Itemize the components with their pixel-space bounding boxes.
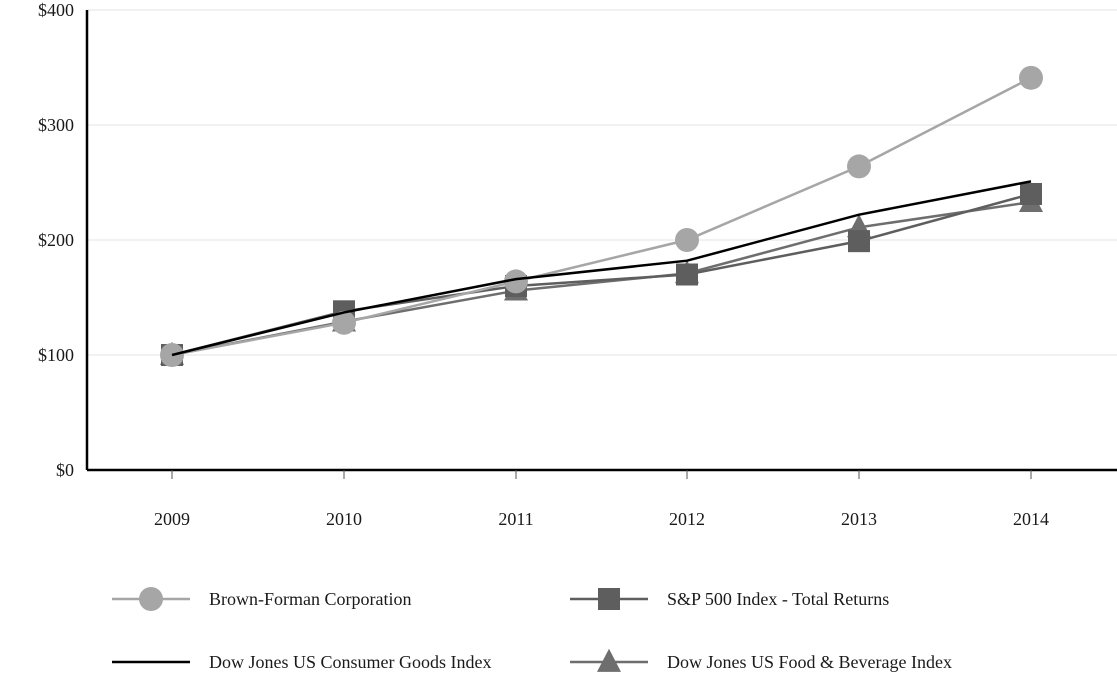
y-tick-labels: $0 $100 $200 $300 $400 bbox=[38, 0, 74, 480]
series-1 bbox=[161, 183, 1042, 366]
series-lines bbox=[160, 65, 1043, 367]
gridlines bbox=[87, 9, 1117, 356]
x-tick-labels: 2009 2010 2011 2012 2013 2014 bbox=[154, 509, 1049, 529]
y-tick-label: $0 bbox=[56, 460, 74, 480]
x-tick-label: 2012 bbox=[669, 509, 705, 529]
x-tick-label: 2013 bbox=[841, 509, 877, 529]
series-0 bbox=[160, 65, 1043, 367]
data-point-circle bbox=[332, 310, 356, 335]
series-line bbox=[171, 180, 1032, 357]
data-point-circle bbox=[1019, 65, 1043, 90]
legend-item: Brown-Forman Corporation bbox=[112, 587, 411, 611]
legend-label: Dow Jones US Consumer Goods Index bbox=[209, 652, 492, 672]
data-point-square bbox=[848, 230, 870, 253]
legend-item: Dow Jones US Food & Beverage Index bbox=[570, 648, 952, 672]
legend-label: Dow Jones US Food & Beverage Index bbox=[667, 652, 952, 672]
data-point-circle bbox=[847, 154, 871, 179]
x-tick-label: 2014 bbox=[1013, 509, 1049, 529]
x-tick-label: 2010 bbox=[326, 509, 362, 529]
x-tick-label: 2009 bbox=[154, 509, 190, 529]
data-point-circle bbox=[504, 269, 528, 294]
legend-marker-circle bbox=[139, 587, 163, 611]
data-point-circle bbox=[675, 228, 699, 252]
y-tick-label: $400 bbox=[38, 0, 74, 20]
y-tick-label: $300 bbox=[38, 115, 74, 135]
y-tick-label: $100 bbox=[38, 345, 74, 365]
legend-item: S&P 500 Index - Total Returns bbox=[570, 588, 889, 610]
series-2 bbox=[171, 180, 1032, 357]
legend: Brown-Forman Corporation S&P 500 Index - … bbox=[112, 587, 952, 672]
legend-label: S&P 500 Index - Total Returns bbox=[667, 589, 889, 609]
legend-item: Dow Jones US Consumer Goods Index bbox=[112, 652, 492, 672]
y-tick-label: $200 bbox=[38, 230, 74, 250]
series-3 bbox=[160, 188, 1043, 365]
axes bbox=[85, 10, 1117, 479]
legend-label: Brown-Forman Corporation bbox=[209, 589, 411, 609]
series-line bbox=[171, 76, 1032, 357]
data-point-square bbox=[1020, 183, 1042, 205]
data-point-square bbox=[676, 263, 698, 286]
legend-marker-square bbox=[598, 588, 620, 610]
x-tick-label: 2011 bbox=[498, 509, 533, 529]
legend-marker-triangle bbox=[597, 648, 621, 672]
